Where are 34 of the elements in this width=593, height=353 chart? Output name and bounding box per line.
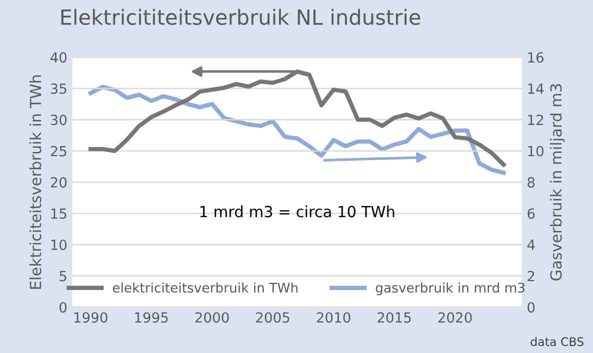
x-tick-label: 1995 bbox=[135, 312, 168, 323]
legend-label: elektriciteitsverbruik in TWh bbox=[112, 282, 298, 293]
text: data CBS bbox=[530, 336, 584, 346]
y2-tick-label: 12 bbox=[528, 114, 543, 125]
y-tick-label: 0 bbox=[60, 302, 67, 313]
y2-tick-label: 6 bbox=[528, 208, 535, 219]
y2-tick-label: 2 bbox=[528, 270, 534, 282]
x-tick-label: 2020 bbox=[438, 312, 472, 323]
x-tick-label: 2005 bbox=[256, 312, 290, 323]
y-tick-label: 5 bbox=[60, 271, 66, 282]
line-series bbox=[88, 84, 506, 175]
y-tick-label: 20 bbox=[50, 177, 67, 188]
y-tick-label: 35 bbox=[50, 83, 66, 94]
annotation: 1 mrd m3 = circa 10 TWh bbox=[200, 206, 394, 218]
y-tick-label: 10 bbox=[51, 240, 67, 250]
x-tick-label: 1990 bbox=[74, 312, 108, 323]
y2-tick-label: 8 bbox=[528, 177, 535, 188]
y2-tick-label: 4 bbox=[527, 240, 535, 250]
y2-tick-label: 16 bbox=[528, 52, 544, 63]
y2-tick-label: 14 bbox=[528, 84, 544, 94]
y-tick-label: 40 bbox=[50, 52, 67, 63]
x-tick-label: 2010 bbox=[316, 312, 350, 323]
y-tick-label: 25 bbox=[50, 146, 66, 156]
line-series bbox=[88, 69, 506, 167]
y2-tick-label: 0 bbox=[528, 302, 535, 313]
legend-label: gasverbruik in mrd m3 bbox=[376, 282, 525, 296]
x-tick-label: 2000 bbox=[195, 312, 229, 323]
y2-axis-title: Gasverbruik in miljard m3 bbox=[550, 84, 565, 280]
x-tick-label: 2015 bbox=[378, 312, 411, 323]
y-axis-title: Elektriciteitsverbruik in TWh bbox=[29, 75, 42, 289]
chart-title: Elektricititeitsverbruik NL industrie bbox=[61, 8, 420, 26]
y-tick-label: 30 bbox=[50, 114, 67, 126]
y2-tick-label: 10 bbox=[528, 146, 544, 156]
y-tick-label: 15 bbox=[51, 208, 66, 219]
